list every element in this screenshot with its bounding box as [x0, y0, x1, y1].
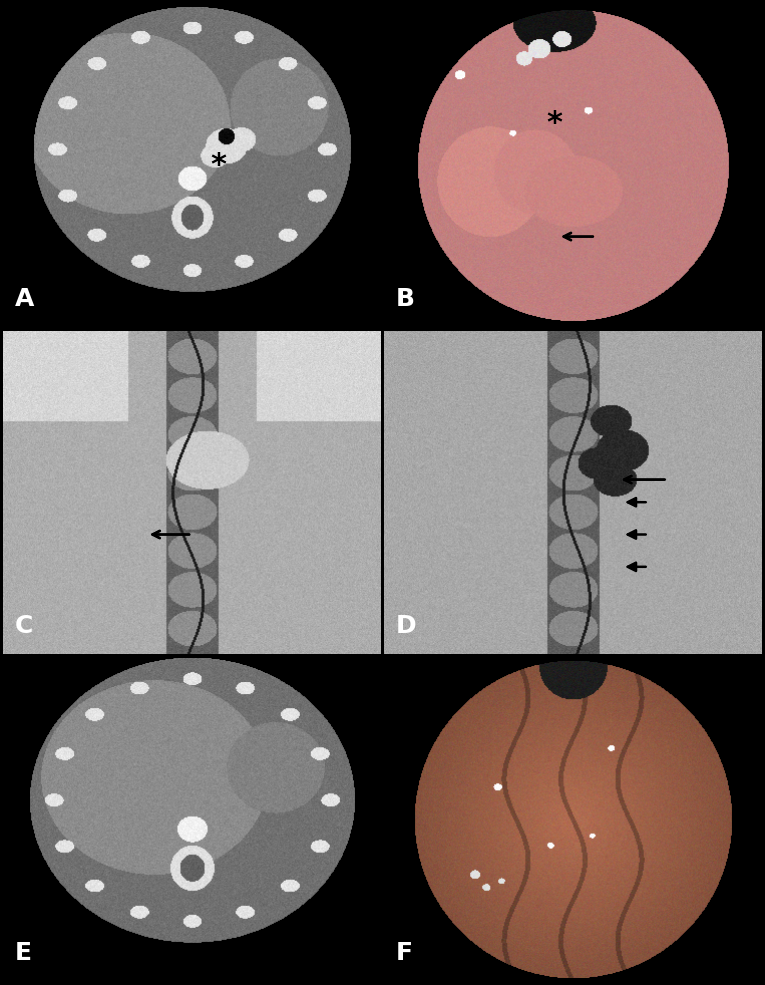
Text: A: A	[15, 287, 34, 311]
Text: *: *	[546, 109, 562, 138]
Text: *: *	[210, 151, 226, 180]
Text: D: D	[396, 614, 416, 638]
Text: E: E	[15, 941, 31, 965]
Text: C: C	[15, 614, 33, 638]
Text: F: F	[396, 941, 412, 965]
Text: B: B	[396, 287, 415, 311]
